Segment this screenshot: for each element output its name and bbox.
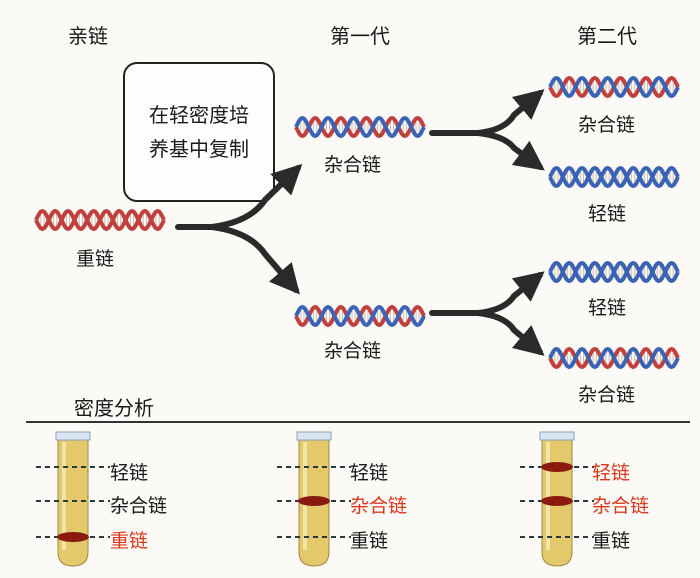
gen2-dna-2-label: 轻链 <box>588 203 627 225</box>
gen1-top-dna-helix <box>294 115 426 139</box>
gen2-dna-2-helix-strand-2 <box>548 165 680 189</box>
tube3-light-band <box>541 462 573 472</box>
parent-dna-helix <box>34 208 166 232</box>
parent-dna-helix-strand-2 <box>34 208 166 232</box>
gen2-dna-4-helix-strand-2 <box>548 346 680 370</box>
tube3-light-label: 轻链 <box>592 462 631 484</box>
gen2-dna-4-helix <box>548 346 680 370</box>
gen2-dna-2-helix <box>548 165 680 189</box>
gen2-dna-1-label: 杂合链 <box>578 114 636 136</box>
tube3-hybrid-band <box>541 496 573 506</box>
tube3-hybrid-label: 杂合链 <box>592 495 650 517</box>
gen2-dna-4-label: 杂合链 <box>578 384 636 406</box>
section-divider <box>26 421 690 423</box>
tube2-heavy-label: 重链 <box>350 530 389 552</box>
gen2-dna-3-helix <box>548 260 680 284</box>
condition-box: 在轻密度培 养基中复制 <box>123 62 275 202</box>
tube3-heavy-label: 重链 <box>592 530 631 552</box>
condition-line-1: 在轻密度培 <box>149 103 249 127</box>
test-tube-3 <box>520 431 594 567</box>
gen2-dna-1-helix-strand-2 <box>548 75 680 99</box>
gen1-bottom-dna-helix-strand-2 <box>294 304 426 328</box>
tube1-heavy-band <box>57 532 89 542</box>
tube2-light-label: 轻链 <box>350 462 389 484</box>
gen1-column-title: 第一代 <box>330 24 390 48</box>
gen2-dna-1-helix <box>548 75 680 99</box>
test-tube-1 <box>36 431 110 567</box>
gen1-bottom-dna-helix <box>294 304 426 328</box>
tube1-hybrid-label: 杂合链 <box>110 495 168 517</box>
condition-line-2: 养基中复制 <box>149 137 249 161</box>
density-analysis-title: 密度分析 <box>74 396 154 420</box>
test-tube-2 <box>277 431 351 567</box>
arrow-gen1-bottom-to-gen2 <box>429 271 545 356</box>
tube2-hybrid-label: 杂合链 <box>350 495 408 517</box>
parent-dna-label: 重链 <box>76 248 115 270</box>
gen2-dna-3-helix-strand-2 <box>548 260 680 284</box>
tube2-hybrid-band <box>298 496 330 506</box>
gen2-dna-3-label: 轻链 <box>588 297 627 319</box>
arrow-parent-to-gen1 <box>175 163 303 295</box>
arrow-gen1-top-to-gen2 <box>429 89 545 171</box>
gen1-bottom-dna-label: 杂合链 <box>324 340 382 362</box>
gen1-top-dna-label: 杂合链 <box>324 154 382 176</box>
gen2-column-title: 第二代 <box>577 24 637 48</box>
tube1-light-label: 轻链 <box>110 462 149 484</box>
tube1-heavy-label: 重链 <box>110 530 149 552</box>
gen1-top-dna-helix-strand-2 <box>294 115 426 139</box>
parent-column-title: 亲链 <box>68 24 108 48</box>
